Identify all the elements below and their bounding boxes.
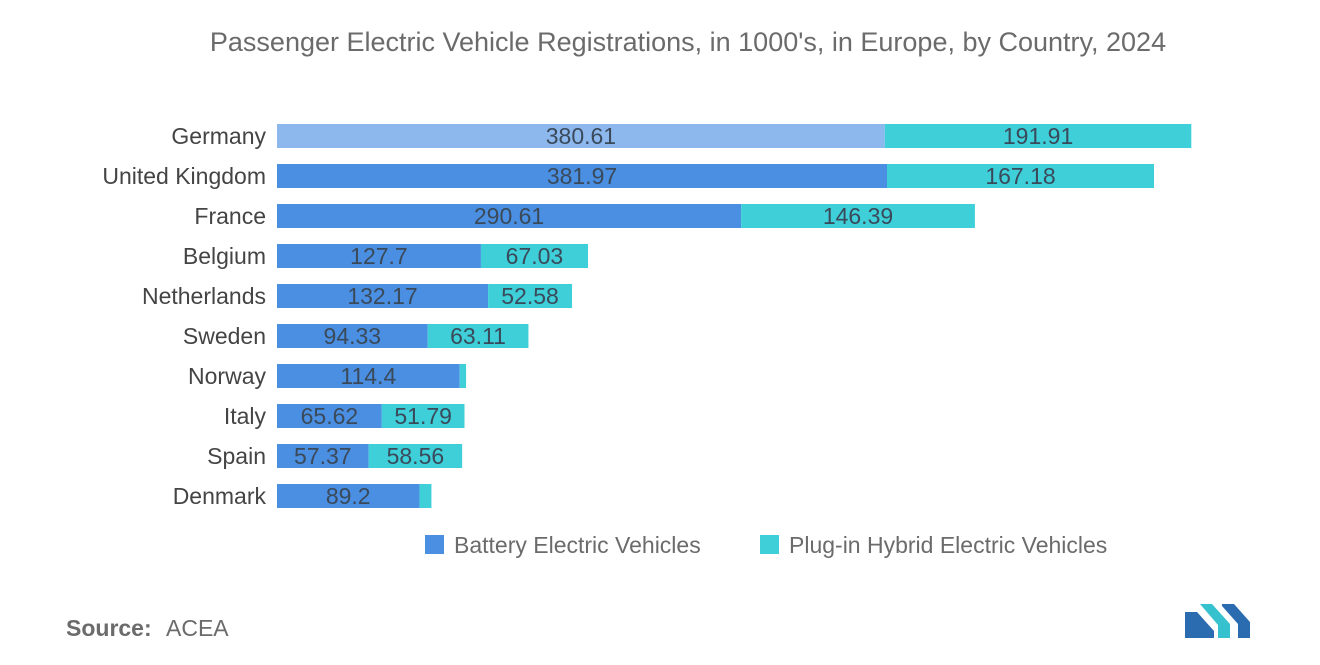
bar-sweden-bev [277,324,428,348]
value-label-belgium-bev: 127.7 [350,243,408,269]
category-label-italy: Italy [224,403,267,429]
bar-spain-phev [368,444,463,468]
value-label-spain-phev: 58.56 [387,443,445,469]
bar-united-kingdom-bev [277,164,888,188]
value-label-norway-bev: 114.4 [340,363,396,389]
legend: Battery Electric Vehicles Plug-in Hybrid… [425,532,1107,558]
value-label-sweden-phev: 63.11 [450,323,506,349]
value-labels: 380.61 191.91 381.97 167.18 290.61 146.39 127.… [294,123,1073,509]
bar-sweden-phev [427,324,529,348]
bar-italy-bev [277,404,382,428]
mordor-intelligence-logo [1185,604,1250,638]
legend-swatch-phev [760,535,779,554]
category-label-sweden: Sweden [183,323,266,349]
value-label-belgium-phev: 67.03 [506,243,564,269]
value-label-germany-phev: 191.91 [1003,123,1073,149]
bar-denmark-bev [277,484,420,508]
bar-france-bev [277,204,742,228]
chart-title: Passenger Electric Vehicle Registrations… [210,27,1166,57]
legend-swatch-bev [425,535,444,554]
value-label-denmark-bev: 89.2 [326,483,371,509]
bars [277,124,1192,508]
legend-label-phev: Plug-in Hybrid Electric Vehicles [789,532,1107,558]
category-label-norway: Norway [188,363,266,389]
category-label-belgium: Belgium [183,243,266,269]
category-label-netherlands: Netherlands [142,283,266,309]
bar-united-kingdom-phev [887,164,1154,188]
bar-france-phev [741,204,975,228]
bar-netherlands-bev [277,284,489,308]
value-label-netherlands-phev: 52.58 [501,283,559,309]
category-label-spain: Spain [207,443,266,469]
category-label-france: France [194,203,266,229]
value-label-france-bev: 290.61 [474,203,544,229]
bar-germany-bev [277,124,885,148]
category-label-united-kingdom: United Kingdom [102,163,266,189]
bar-spain-bev [277,444,369,468]
value-label-france-phev: 146.39 [823,203,893,229]
value-label-germany-bev: 380.61 [546,123,616,149]
bar-netherlands-phev [488,284,573,308]
bar-germany-phev [884,124,1192,148]
value-label-italy-bev: 65.62 [301,403,359,429]
bar-denmark-phev [419,484,432,508]
value-label-united-kingdom-phev: 167.18 [985,163,1055,189]
source-value: ACEA [166,615,229,641]
value-label-sweden-bev: 94.33 [324,323,382,349]
category-label-germany: Germany [171,123,266,149]
value-label-netherlands-bev: 132.17 [347,283,417,309]
category-label-denmark: Denmark [173,483,267,509]
bar-italy-phev [381,404,465,428]
legend-label-bev: Battery Electric Vehicles [454,532,701,558]
bar-norway-bev [277,364,460,388]
value-label-spain-bev: 57.37 [294,443,352,469]
source-label: Source: [66,615,152,641]
value-label-italy-phev: 51.79 [394,403,452,429]
value-label-united-kingdom-bev: 381.97 [547,163,617,189]
bar-norway-phev [459,364,467,388]
category-labels: Germany United Kingdom France Belgium Nether… [102,123,266,509]
bar-belgium-bev [277,244,481,268]
bar-belgium-phev [480,244,588,268]
